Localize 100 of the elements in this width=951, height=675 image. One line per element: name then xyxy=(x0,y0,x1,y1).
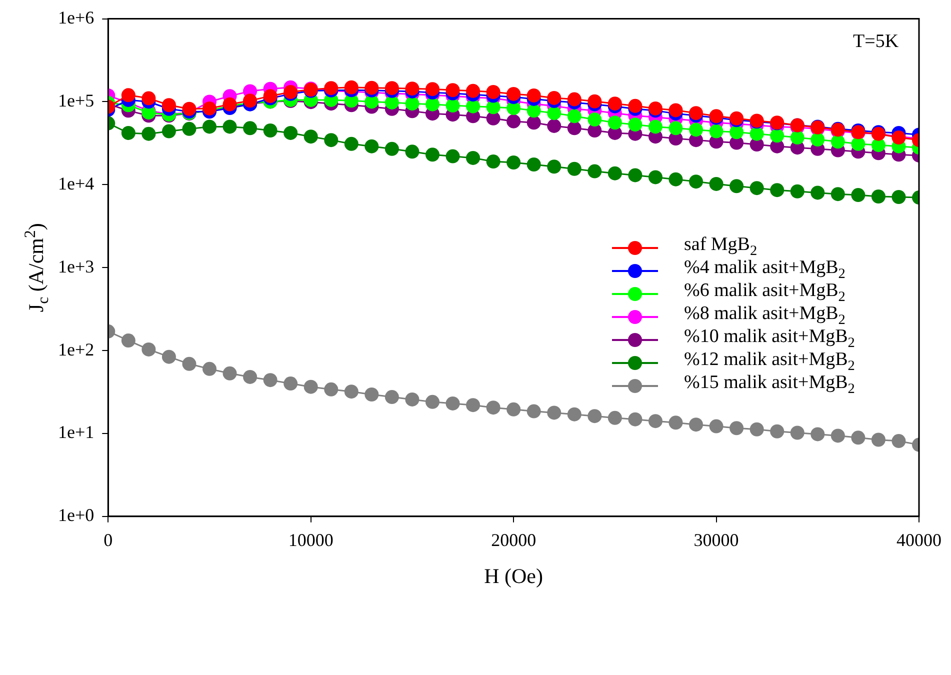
point xyxy=(446,98,460,113)
x-axis-title: H (Oe) xyxy=(484,564,543,590)
point xyxy=(871,190,886,204)
point xyxy=(121,88,136,102)
point xyxy=(344,384,358,399)
point xyxy=(810,186,825,200)
point xyxy=(851,188,866,202)
point xyxy=(384,95,399,110)
point xyxy=(830,428,845,443)
point xyxy=(486,400,500,415)
point xyxy=(506,402,521,416)
point xyxy=(304,130,318,144)
point xyxy=(668,103,683,118)
point xyxy=(770,128,784,143)
point xyxy=(526,116,541,130)
point xyxy=(567,92,582,106)
point xyxy=(526,158,541,172)
point xyxy=(364,80,379,95)
point xyxy=(648,101,662,116)
point xyxy=(182,356,196,371)
point xyxy=(628,412,642,426)
point xyxy=(162,124,176,138)
point xyxy=(709,419,724,434)
point xyxy=(668,172,683,186)
point xyxy=(547,90,562,105)
point xyxy=(810,427,825,442)
point xyxy=(162,350,176,364)
point xyxy=(709,176,724,191)
point xyxy=(121,126,136,140)
point xyxy=(506,86,521,101)
point xyxy=(263,373,278,388)
x-tick-label: 10000 xyxy=(288,530,334,550)
point xyxy=(790,184,804,198)
legend-label: %4 malik asit+MgB$_{2}$ xyxy=(684,256,846,282)
point xyxy=(790,130,804,145)
point xyxy=(851,430,866,445)
point xyxy=(526,104,541,118)
point xyxy=(466,398,480,412)
point xyxy=(304,380,318,394)
point xyxy=(588,409,602,424)
point xyxy=(202,362,216,376)
point xyxy=(608,166,622,180)
point xyxy=(648,414,662,428)
point xyxy=(202,120,216,134)
point xyxy=(405,392,420,406)
point xyxy=(892,190,906,204)
point xyxy=(588,94,602,108)
point xyxy=(486,154,500,169)
annotation: T=5K xyxy=(853,30,899,53)
legend-label: saf MgB$_{2}$ xyxy=(684,234,758,258)
point xyxy=(405,82,420,96)
point xyxy=(830,187,845,202)
point xyxy=(425,82,440,96)
y-tick-label: 1e+6 xyxy=(58,8,94,28)
point xyxy=(892,434,906,448)
point xyxy=(750,181,764,196)
point xyxy=(324,133,338,148)
point xyxy=(730,125,744,140)
point xyxy=(709,124,724,138)
x-tick-label: 20000 xyxy=(491,530,536,550)
x-tick-label: 30000 xyxy=(694,530,739,550)
point xyxy=(871,432,886,447)
point xyxy=(648,120,662,134)
point xyxy=(608,410,622,425)
point xyxy=(466,84,480,98)
point xyxy=(142,91,156,106)
point xyxy=(567,407,582,422)
point xyxy=(405,96,420,111)
point xyxy=(689,122,704,137)
point xyxy=(608,116,622,130)
point xyxy=(668,416,683,430)
point xyxy=(466,150,480,165)
point xyxy=(364,139,379,154)
point xyxy=(384,142,399,156)
point xyxy=(182,102,196,116)
point xyxy=(790,426,804,440)
point xyxy=(730,421,744,436)
point xyxy=(243,121,258,136)
point xyxy=(486,85,500,100)
point xyxy=(425,148,440,162)
point xyxy=(446,149,460,164)
point xyxy=(668,121,683,136)
legend-label: %15 malik asit+MgB$_{2}$ xyxy=(684,370,855,398)
point xyxy=(567,109,582,124)
x-tick-label: 0 xyxy=(104,530,113,550)
point xyxy=(608,96,622,111)
point xyxy=(121,334,136,348)
point xyxy=(547,406,562,420)
point xyxy=(344,80,358,94)
point xyxy=(446,83,460,98)
point xyxy=(142,342,156,356)
point xyxy=(689,106,704,120)
point xyxy=(689,418,704,432)
point xyxy=(405,144,420,159)
point xyxy=(284,376,298,391)
point xyxy=(526,404,541,418)
point xyxy=(648,170,662,184)
point xyxy=(142,126,156,141)
point xyxy=(851,136,866,151)
point xyxy=(324,382,338,396)
